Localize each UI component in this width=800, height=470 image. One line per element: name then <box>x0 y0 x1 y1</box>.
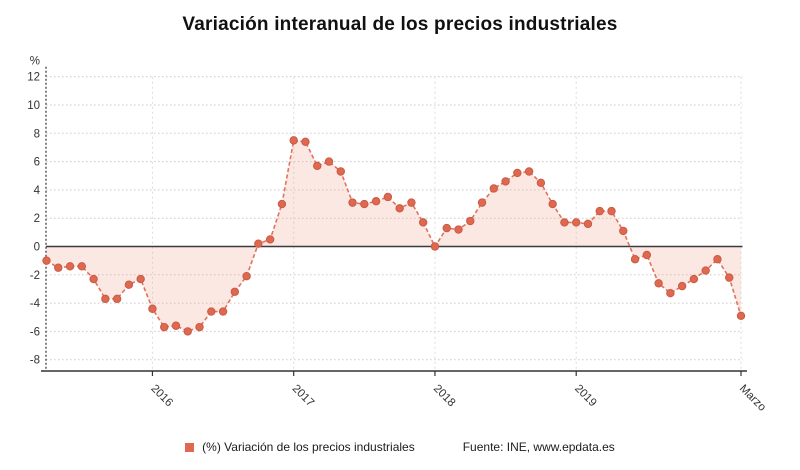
svg-text:2016: 2016 <box>148 383 175 410</box>
svg-text:8: 8 <box>34 128 40 140</box>
svg-text:4: 4 <box>34 185 41 197</box>
chart-legend: (%) Variación de los precios industriale… <box>0 440 800 454</box>
svg-text:2017: 2017 <box>290 383 317 410</box>
svg-text:Marzo: Marzo <box>737 383 768 414</box>
svg-text:-6: -6 <box>30 326 40 338</box>
source-label: Fuente: INE, www.epdata.es <box>462 440 615 454</box>
svg-text:2018: 2018 <box>431 383 458 410</box>
svg-text:-8: -8 <box>30 355 40 367</box>
svg-text:%: % <box>30 56 40 68</box>
chart-title: Variación interanual de los precios indu… <box>182 14 618 35</box>
svg-text:-2: -2 <box>30 270 40 282</box>
svg-text:10: 10 <box>27 100 40 112</box>
svg-text:2019: 2019 <box>572 383 599 410</box>
svg-text:0: 0 <box>34 242 40 254</box>
legend-swatch-icon <box>185 442 195 452</box>
legend-series-label: (%) Variación de los precios industriale… <box>202 440 415 454</box>
svg-text:-4: -4 <box>30 298 41 310</box>
svg-text:6: 6 <box>34 157 40 169</box>
svg-text:2: 2 <box>34 213 40 225</box>
svg-text:12: 12 <box>27 72 40 84</box>
